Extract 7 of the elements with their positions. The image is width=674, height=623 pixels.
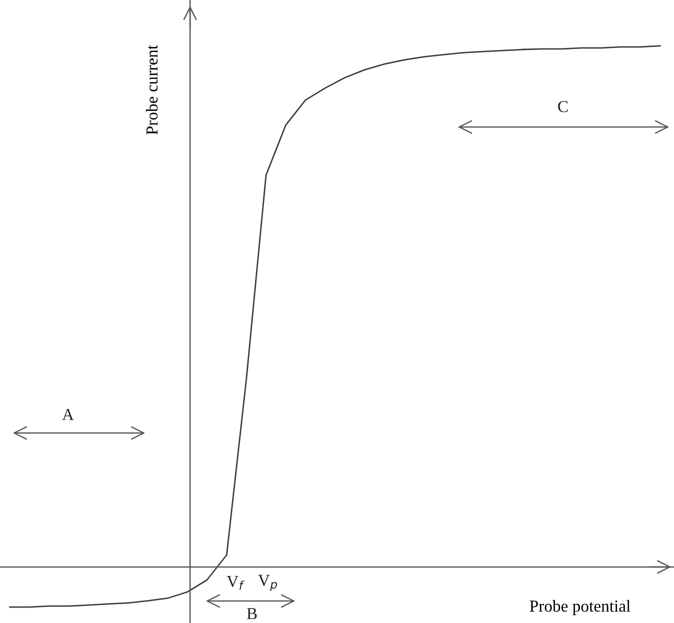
- y-axis-title: Probe current: [146, 44, 158, 135]
- annotation: A: [62, 409, 74, 420]
- x-axis-title: Probe potential: [530, 600, 630, 616]
- annotation: V$_{f}$: [226, 576, 244, 590]
- text: B: [246, 608, 257, 620]
- annotation: C: [558, 100, 568, 112]
- annotation: V$_{p}$: [258, 574, 277, 591]
